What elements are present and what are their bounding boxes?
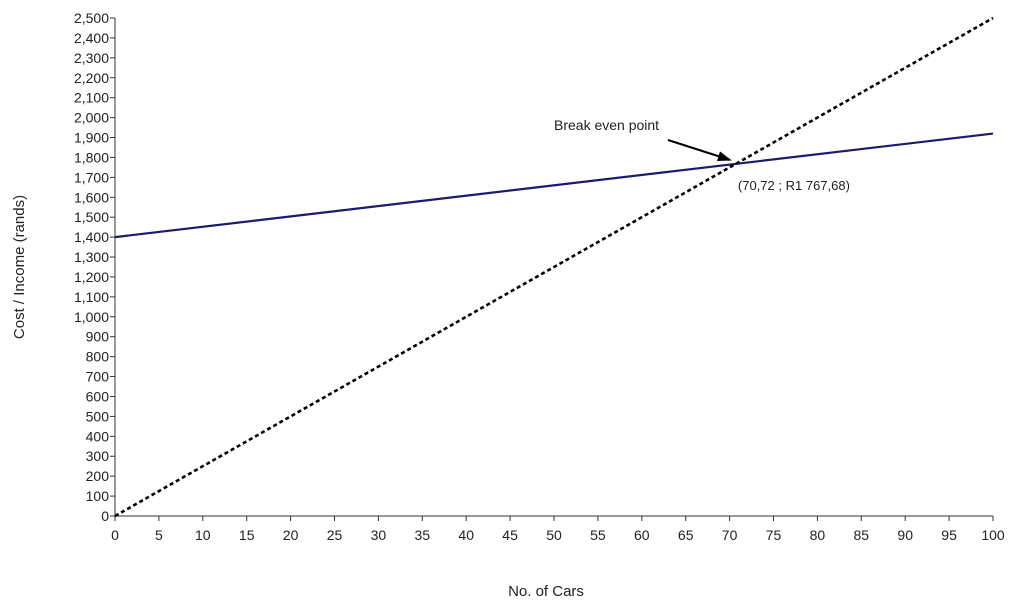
- x-tick-label: 5: [155, 527, 163, 543]
- x-tick-label: 30: [371, 527, 387, 543]
- x-ticks: 0 5 10 15 20 25 30 35 40 45 50 55 60 65 70 75 80 85 90 95 10…: [111, 516, 1005, 543]
- y-tick-label: 2,500: [74, 10, 109, 26]
- x-tick-label: 15: [239, 527, 255, 543]
- y-tick-label: 1,000: [74, 309, 109, 325]
- x-tick-label: 75: [766, 527, 782, 543]
- series-group: [114, 16, 994, 518]
- x-tick-label: 50: [546, 527, 562, 543]
- y-tick-label: 0: [101, 508, 109, 524]
- y-ticks: 0 100 200 300 400 500 600 700 800 900 1,000 1,100 1,…: [74, 10, 115, 524]
- x-tick-label: 65: [678, 527, 694, 543]
- x-tick-label: 85: [854, 527, 870, 543]
- y-tick-label: 400: [86, 428, 110, 444]
- y-tick-label: 300: [86, 448, 110, 464]
- x-tick-label: 40: [458, 527, 474, 543]
- x-tick-label: 25: [327, 527, 343, 543]
- y-tick-label: 1,900: [74, 130, 109, 146]
- y-tick-label: 600: [86, 388, 110, 404]
- x-tick-label: 60: [634, 527, 650, 543]
- y-tick-label: 700: [86, 369, 110, 385]
- x-tick-label: 80: [810, 527, 826, 543]
- x-tick-label: 0: [111, 527, 119, 543]
- y-tick-label: 2,100: [74, 90, 109, 106]
- y-tick-label: 1,400: [74, 229, 109, 245]
- y-tick-label: 1,600: [74, 189, 109, 205]
- x-axis-title: No. of Cars: [508, 583, 584, 600]
- x-tick-label: 45: [502, 527, 518, 543]
- y-tick-label: 500: [86, 408, 110, 424]
- y-tick-label: 1,300: [74, 249, 109, 265]
- y-tick-label: 800: [86, 349, 110, 365]
- y-tick-label: 1,800: [74, 149, 109, 165]
- y-tick-label: 200: [86, 468, 110, 484]
- y-tick-label: 1,700: [74, 169, 109, 185]
- cost-line: [114, 132, 994, 239]
- x-tick-label: 90: [897, 527, 913, 543]
- y-tick-label: 2,300: [74, 50, 109, 66]
- y-axis-title: Cost / Income (rands): [11, 195, 28, 339]
- y-tick-label: 100: [86, 488, 110, 504]
- y-tick-label: 900: [86, 329, 110, 345]
- y-tick-label: 2,000: [74, 110, 109, 126]
- x-tick-label: 100: [981, 527, 1005, 543]
- break-even-coordinates: (70,72 ; R1 767,68): [738, 178, 850, 193]
- x-tick-label: 10: [195, 527, 211, 543]
- x-tick-label: 95: [941, 527, 957, 543]
- income-line: [114, 16, 994, 518]
- y-tick-label: 2,200: [74, 70, 109, 86]
- y-tick-label: 2,400: [74, 30, 109, 46]
- annotations: Break even point (70,72 ; R1 767,68): [554, 117, 850, 193]
- arrow-head-icon: [716, 151, 732, 161]
- y-tick-label: 1,100: [74, 289, 109, 305]
- x-tick-label: 20: [283, 527, 299, 543]
- break-even-label: Break even point: [554, 117, 659, 133]
- x-tick-label: 35: [415, 527, 431, 543]
- x-tick-label: 55: [590, 527, 606, 543]
- x-tick-label: 70: [722, 527, 738, 543]
- y-tick-label: 1,500: [74, 209, 109, 225]
- y-tick-label: 1,200: [74, 269, 109, 285]
